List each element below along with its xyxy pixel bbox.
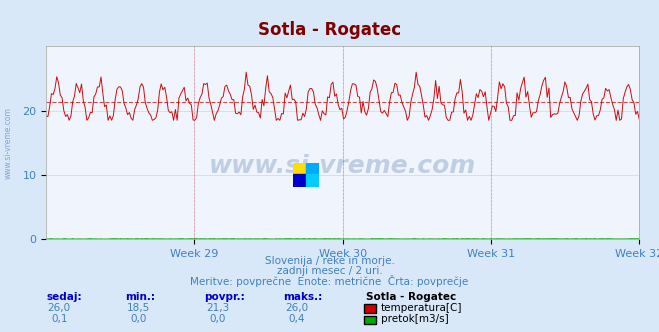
Text: Sotla - Rogatec: Sotla - Rogatec — [366, 292, 456, 302]
Text: www.si-vreme.com: www.si-vreme.com — [209, 154, 476, 178]
Text: Sotla - Rogatec: Sotla - Rogatec — [258, 21, 401, 39]
Text: sedaj:: sedaj: — [46, 292, 82, 302]
Text: 0,4: 0,4 — [288, 314, 305, 324]
Text: 26,0: 26,0 — [285, 303, 308, 313]
Text: Meritve: povprečne  Enote: metrične  Črta: povprečje: Meritve: povprečne Enote: metrične Črta:… — [190, 275, 469, 287]
Text: zadnji mesec / 2 uri.: zadnji mesec / 2 uri. — [277, 266, 382, 276]
Text: Slovenija / reke in morje.: Slovenija / reke in morje. — [264, 256, 395, 266]
Text: temperatura[C]: temperatura[C] — [381, 303, 463, 313]
Text: www.si-vreme.com: www.si-vreme.com — [3, 107, 13, 179]
Text: 18,5: 18,5 — [127, 303, 150, 313]
Text: 0,0: 0,0 — [130, 314, 146, 324]
Text: 26,0: 26,0 — [47, 303, 71, 313]
Text: 21,3: 21,3 — [206, 303, 229, 313]
Text: povpr.:: povpr.: — [204, 292, 245, 302]
Text: min.:: min.: — [125, 292, 156, 302]
Text: pretok[m3/s]: pretok[m3/s] — [381, 314, 449, 324]
Text: 0,0: 0,0 — [210, 314, 225, 324]
Text: maks.:: maks.: — [283, 292, 323, 302]
Text: 0,1: 0,1 — [51, 314, 68, 324]
